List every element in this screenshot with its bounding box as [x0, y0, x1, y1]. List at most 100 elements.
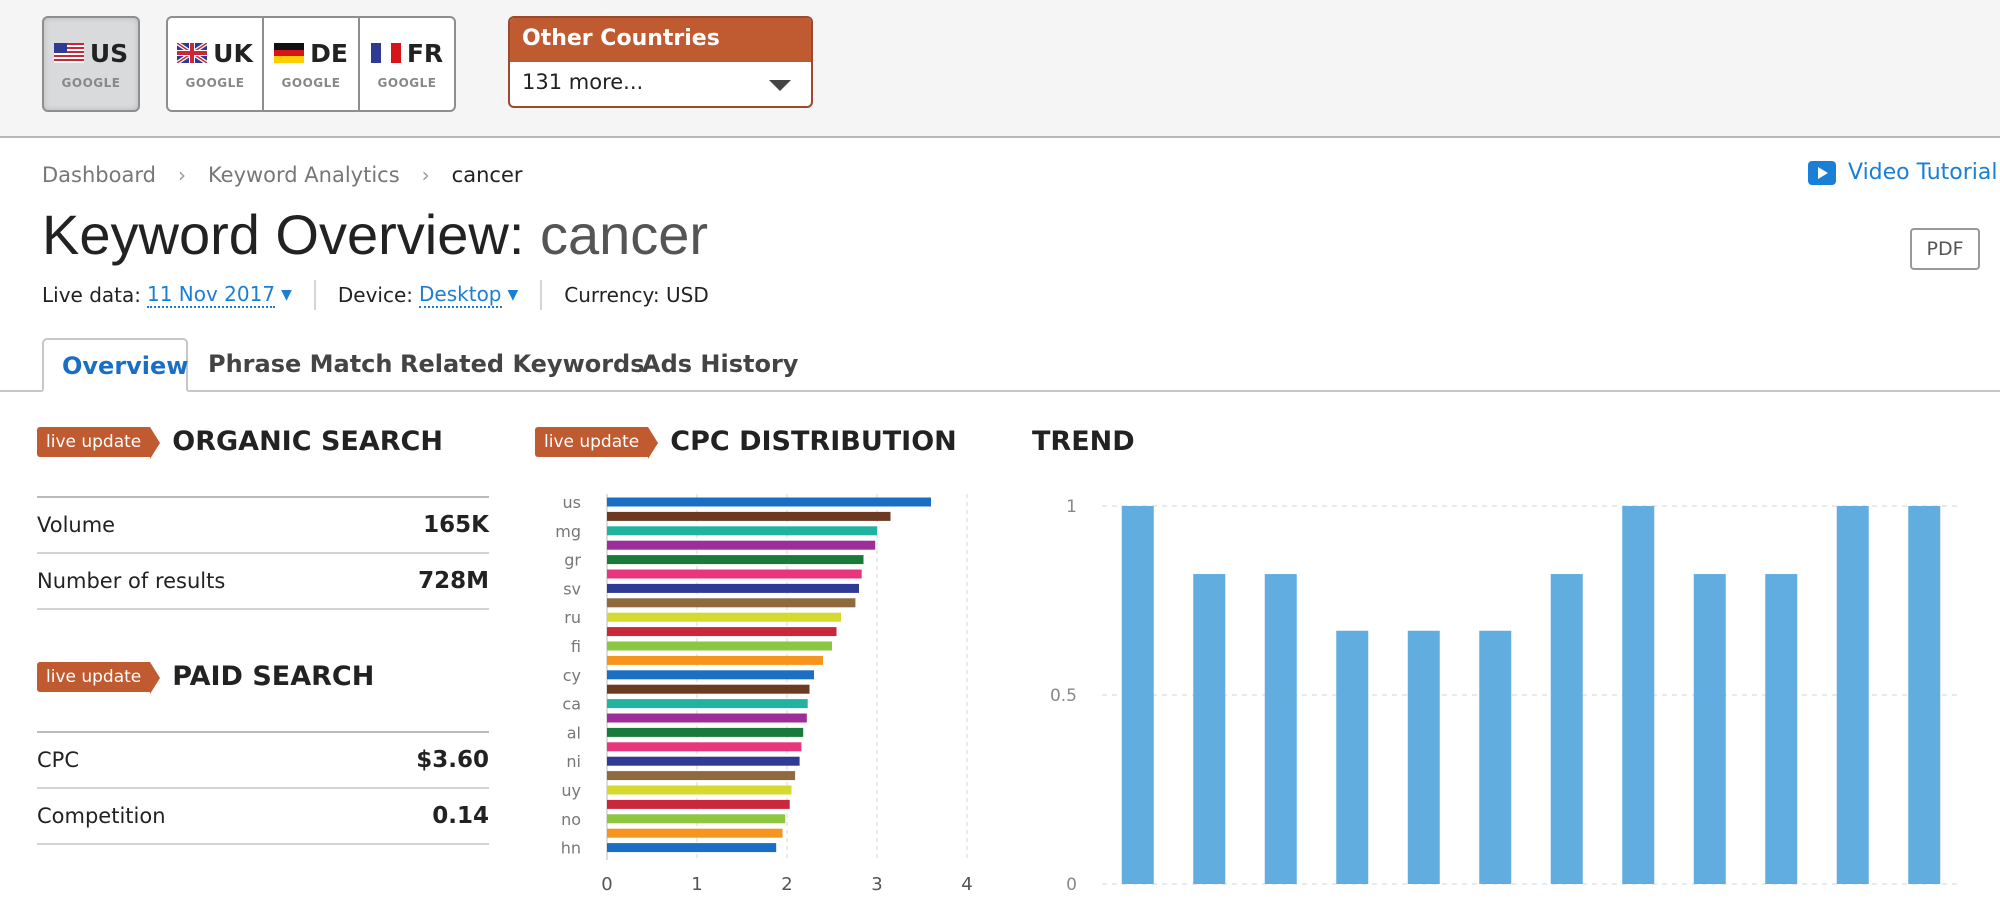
- cpc-bar: [607, 627, 837, 637]
- metric-label: CPC: [37, 748, 79, 772]
- y-tick-label: sv: [563, 579, 581, 598]
- database-code: US: [89, 38, 129, 68]
- paid-search-title: PAID SEARCH: [172, 661, 375, 692]
- y-tick-label: al: [567, 723, 581, 742]
- trend-bar: [1908, 506, 1941, 884]
- cpc-bar: [607, 828, 783, 838]
- chevron-down-icon[interactable]: ▼: [281, 287, 292, 303]
- tab-related-keywords[interactable]: Related Keywords: [400, 350, 645, 378]
- cpc-bar: [607, 785, 792, 795]
- cpc-bar: [607, 526, 877, 536]
- organic-search-header: live update ORGANIC SEARCH: [37, 426, 443, 459]
- de-flag-icon: [274, 43, 305, 63]
- tab-ads-history[interactable]: Ads History: [642, 350, 799, 378]
- trend-chart: 00.51: [1050, 497, 1960, 895]
- pdf-button[interactable]: PDF: [1910, 228, 1980, 270]
- chevron-down-icon[interactable]: ▼: [507, 287, 519, 303]
- trend-header: TREND: [1032, 426, 1135, 457]
- cpc-bar: [607, 569, 862, 579]
- trend-title: TREND: [1032, 426, 1135, 457]
- breadcrumb: Dashboard › Keyword Analytics › cancer: [42, 163, 523, 187]
- database-uk-button[interactable]: UK GOOGLE: [168, 18, 264, 110]
- y-tick-label: ru: [564, 608, 581, 627]
- play-icon: [1808, 160, 1836, 185]
- y-tick-label: fi: [571, 637, 581, 656]
- cpc-bar: [607, 713, 807, 723]
- database-de-button[interactable]: DE GOOGLE: [264, 18, 360, 110]
- tab-overview[interactable]: Overview: [42, 338, 188, 392]
- trend-bar: [1336, 630, 1369, 884]
- cpc-bar: [607, 799, 790, 809]
- metric-label: Competition: [37, 804, 166, 828]
- metric-value: 165K: [423, 512, 489, 538]
- table-row: CPC $3.60: [37, 733, 489, 789]
- cpc-bar: [607, 655, 823, 665]
- y-tick-label: mg: [555, 522, 581, 541]
- video-tutorial-link[interactable]: Video Tutorial: [1808, 160, 1998, 185]
- page-title-keyword: cancer: [539, 203, 709, 266]
- metric-label: Number of results: [37, 569, 226, 593]
- chevron-right-icon: ›: [177, 163, 186, 187]
- database-code: UK: [213, 38, 253, 68]
- fr-flag-icon: [370, 43, 401, 63]
- metric-value: 0.14: [432, 803, 489, 829]
- cpc-bar: [607, 540, 876, 550]
- database-code: DE: [310, 38, 348, 68]
- table-row: Competition 0.14: [37, 789, 489, 845]
- live-update-badge: live update: [37, 426, 161, 459]
- caret-down-icon: [769, 80, 791, 91]
- x-tick-label: 2: [781, 874, 792, 895]
- cpc-bar: [607, 756, 800, 766]
- live-data-date-select[interactable]: 11 Nov 2017: [146, 282, 276, 308]
- y-tick-label: hn: [561, 839, 581, 858]
- chevron-right-icon: ›: [421, 163, 430, 187]
- us-flag-icon: [53, 43, 84, 63]
- other-countries-title: Other Countries: [510, 18, 811, 62]
- cpc-bar: [607, 742, 802, 752]
- y-tick-label: ni: [566, 752, 581, 771]
- database-group: UK GOOGLE DE GOOGLE: [166, 16, 456, 112]
- tab-phrase-match[interactable]: Phrase Match: [208, 350, 393, 378]
- breadcrumb-current: cancer: [451, 163, 523, 187]
- database-us-button[interactable]: US GOOGLE: [42, 16, 140, 112]
- other-countries-dropdown[interactable]: Other Countries 131 more...: [508, 16, 813, 108]
- breadcrumb-keyword-analytics-link[interactable]: Keyword Analytics: [207, 163, 400, 187]
- database-fr-button[interactable]: FR GOOGLE: [360, 18, 454, 110]
- cpc-bar: [607, 684, 810, 694]
- live-data-label: Live data:: [42, 283, 141, 307]
- trend-bar: [1836, 506, 1869, 884]
- paid-search-table: CPC $3.60 Competition 0.14: [37, 731, 489, 845]
- device-select[interactable]: Desktop: [419, 282, 502, 308]
- tabs-divider: [0, 390, 2000, 392]
- live-update-badge: live update: [37, 661, 161, 694]
- database-engine: GOOGLE: [281, 75, 341, 90]
- table-row: Volume 165K: [37, 498, 489, 554]
- y-tick-label: us: [563, 493, 581, 512]
- cpc-bar: [607, 727, 804, 737]
- database-engine: GOOGLE: [185, 75, 245, 90]
- device-label: Device:: [337, 283, 414, 307]
- y-tick-label: 1: [1066, 497, 1077, 517]
- trend-bar: [1121, 506, 1154, 884]
- cpc-distribution-chart: 0 1 2 3 4 us mg gr sv ru fi cy ca al ni uy no hn: [555, 493, 972, 895]
- cpc-bar: [607, 555, 864, 565]
- uk-flag-icon: [177, 43, 208, 63]
- database-engine: GOOGLE: [61, 75, 121, 90]
- metric-value: 728M: [418, 568, 489, 594]
- cpc-bar: [607, 598, 856, 608]
- y-tick-label: no: [561, 810, 581, 829]
- cpc-distribution-title: CPC DISTRIBUTION: [670, 426, 957, 457]
- cpc-bar: [607, 843, 777, 853]
- trend-bar: [1407, 630, 1440, 884]
- x-tick-label: 0: [601, 874, 612, 895]
- organic-search-title: ORGANIC SEARCH: [172, 426, 443, 457]
- currency-label: Currency: USD: [564, 283, 709, 307]
- trend-bar: [1622, 506, 1655, 884]
- trend-bar: [1550, 574, 1583, 884]
- page-title: Keyword Overview: cancer: [42, 202, 708, 267]
- cpc-bar: [607, 612, 841, 622]
- breadcrumb-dashboard-link[interactable]: Dashboard: [42, 163, 156, 187]
- video-tutorial-label: Video Tutorial: [1848, 160, 1998, 185]
- organic-search-table: Volume 165K Number of results 728M: [37, 496, 489, 610]
- cpc-bar: [607, 641, 832, 651]
